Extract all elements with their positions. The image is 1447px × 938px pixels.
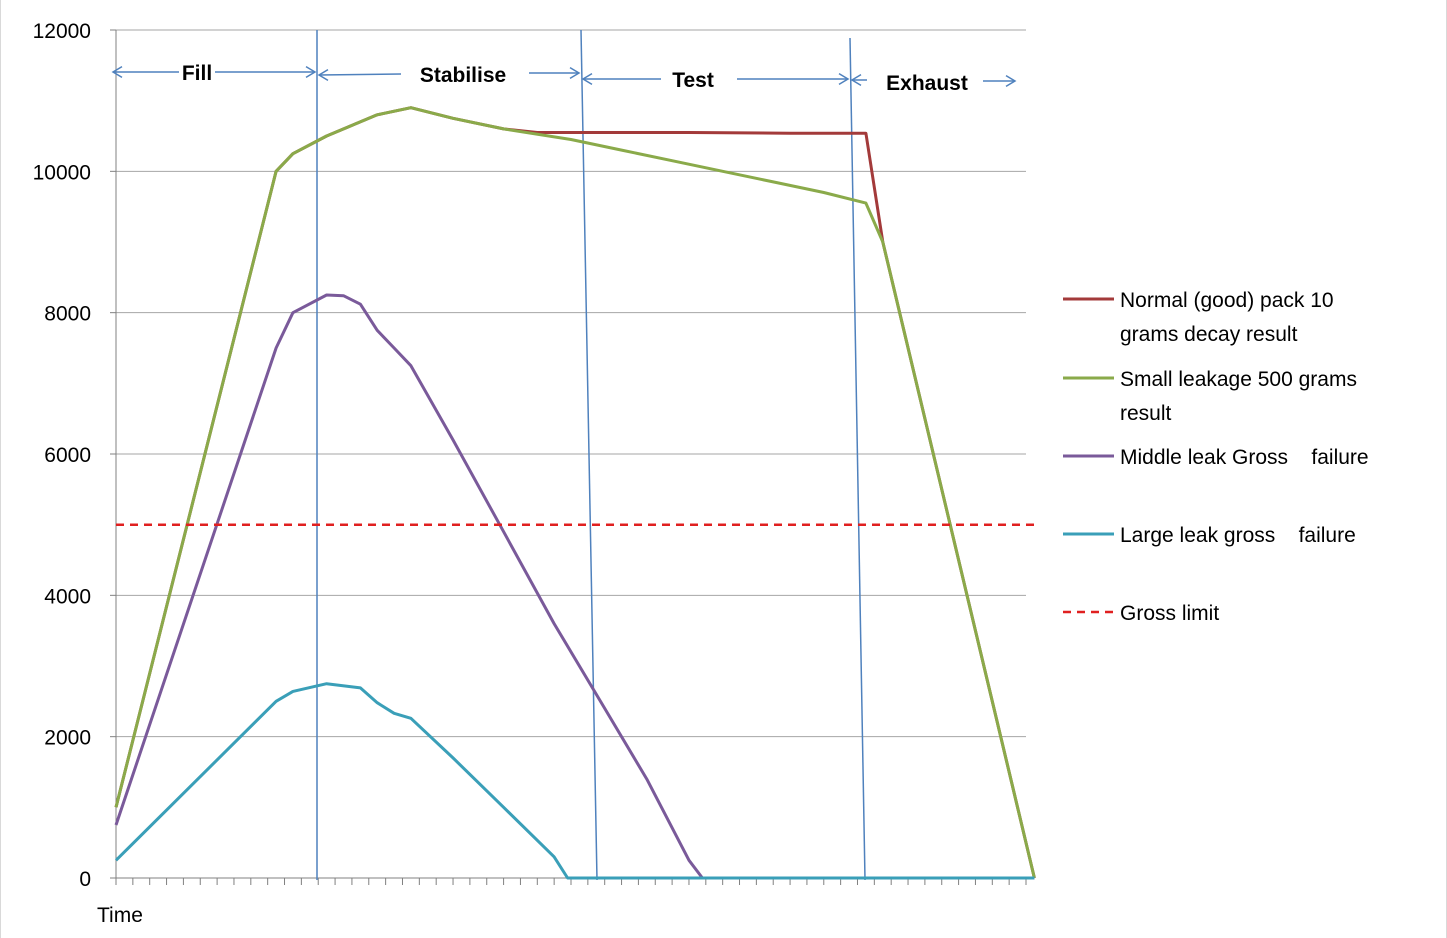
phase-arrowhead-fill-0 — [111, 65, 123, 79]
phase-label-fill: Fill — [182, 62, 212, 85]
phase-label-test: Test — [672, 69, 714, 92]
phase-arrowhead-test-1 — [838, 72, 850, 86]
series-line-1 — [114, 106, 1036, 879]
legend-label-4: Large leak gross failure — [1120, 524, 1356, 547]
series-line-4 — [114, 682, 1035, 880]
y-tick-label-10000: 10000 — [33, 161, 91, 184]
x-axis-label: Time — [97, 904, 143, 927]
y-tick-label-12000: 12000 — [33, 20, 91, 43]
phase-label-stabilise: Stabilise — [420, 64, 506, 87]
legend-label-5: Gross limit — [1120, 602, 1219, 625]
phase-label-exhaust: Exhaust — [886, 72, 968, 95]
legend-label-2: Small leakage 500 grams result — [1120, 368, 1357, 425]
y-tick-label-6000: 6000 — [44, 444, 91, 467]
phase-divider-2 — [580, 29, 598, 881]
y-tick-label-0: 0 — [79, 868, 91, 891]
phase-arrowhead-stabilise-1 — [569, 66, 581, 80]
axes — [110, 29, 1027, 885]
phase-arrows: Fill Stabilise Test Exhaust — [111, 62, 1017, 95]
legend-label-1: Normal (good) pack 10 grams decay result — [1120, 289, 1334, 346]
legend-label-3: Middle leak Gross failure — [1120, 446, 1369, 469]
phase-arrowhead-fill-1 — [305, 65, 317, 79]
phase-dividers — [316, 29, 866, 881]
gridlines — [116, 29, 1026, 738]
y-tick-label-2000: 2000 — [44, 727, 91, 750]
series-lines — [114, 106, 1036, 880]
y-tick-label-4000: 4000 — [44, 585, 91, 608]
phase-arrowhead-exhaust-0 — [850, 73, 862, 87]
y-tick-label-8000: 8000 — [44, 303, 91, 326]
phase-arrowhead-stabilise-0 — [317, 68, 329, 82]
series-line-2 — [114, 106, 1036, 879]
phase-arrow-stabilise-0 — [318, 73, 402, 76]
phase-divider-3 — [849, 37, 866, 881]
phase-arrowhead-exhaust-1 — [1005, 74, 1017, 88]
series-line-3 — [114, 293, 1035, 880]
phase-arrowhead-test-0 — [581, 72, 593, 86]
y-tick-labels: 0 2000 4000 6000 8000 10000 12000 — [33, 20, 91, 891]
legend: Normal (good) pack 10 grams decay result S… — [1063, 289, 1369, 625]
